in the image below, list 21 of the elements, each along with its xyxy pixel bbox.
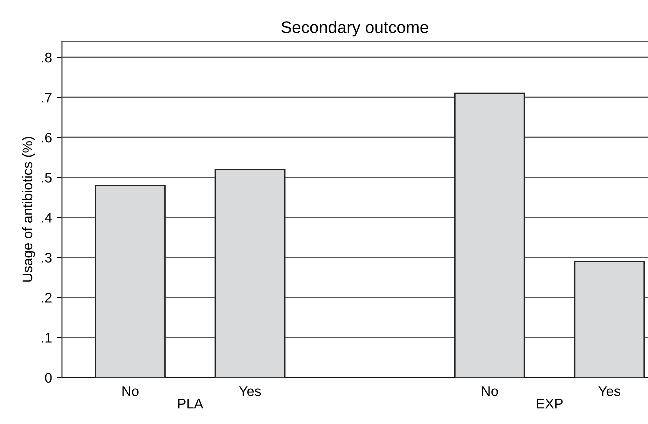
bar	[214, 168, 286, 378]
text: EXP	[537, 399, 563, 409]
x-tick-label: No	[482, 386, 498, 396]
x-tick-label: No	[122, 386, 139, 396]
text: PLA	[178, 399, 204, 409]
x-tick-label: Yes	[598, 386, 620, 396]
bar	[95, 184, 166, 378]
bar	[454, 92, 526, 378]
y-tick-label: .8	[42, 52, 52, 63]
y-tick-label: .6	[42, 132, 52, 143]
y-tick-label: .4	[42, 213, 52, 223]
y-tick-label: .3	[42, 253, 52, 263]
y-tick-label: .7	[42, 93, 52, 103]
y-axis-title: Usage of antibiotics (%)	[22, 137, 36, 282]
y-tick-label: 0	[45, 373, 52, 383]
bar	[574, 261, 646, 378]
y-tick-label: .2	[42, 293, 52, 303]
y-tick-label: .5	[42, 173, 52, 183]
chart-title: Secondary outcome	[282, 21, 428, 37]
x-tick-label: Yes	[239, 386, 262, 396]
y-tick-label: .1	[42, 333, 52, 343]
